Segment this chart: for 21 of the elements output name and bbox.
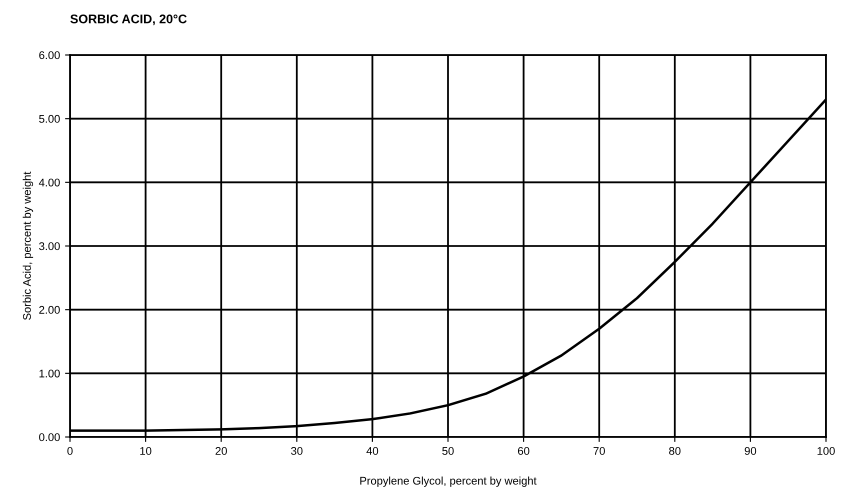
x-tick-label: 10 bbox=[140, 447, 152, 455]
x-tick-label: 100 bbox=[818, 447, 835, 455]
x-tick-label: 40 bbox=[366, 447, 378, 455]
x-tick-label: 30 bbox=[291, 447, 303, 455]
x-axis-title: Propylene Glycol, percent by weight bbox=[360, 476, 537, 487]
x-tick-label: 50 bbox=[442, 447, 454, 455]
y-tick-label: 3.00 bbox=[39, 242, 60, 250]
x-tick-label: 60 bbox=[518, 447, 530, 455]
x-tick-label: 80 bbox=[669, 447, 681, 455]
x-tick-label: 90 bbox=[744, 447, 756, 455]
x-tick-label: 20 bbox=[216, 447, 227, 455]
y-tick-label: 5.00 bbox=[39, 114, 60, 123]
y-tick-label: 2.00 bbox=[39, 306, 60, 314]
chart-title: SORBIC ACID, 20°C bbox=[70, 14, 187, 26]
x-tick-label: 70 bbox=[594, 447, 605, 455]
y-tick-label: 0.00 bbox=[39, 433, 60, 442]
y-axis-title: Sorbic Acid, percent by weight bbox=[22, 172, 34, 320]
y-tick-label: 1.00 bbox=[40, 370, 60, 378]
y-tick-label: 4.00 bbox=[38, 178, 60, 186]
x-tick-label: 0 bbox=[67, 447, 73, 455]
y-tick-label: 6.00 bbox=[39, 51, 60, 60]
